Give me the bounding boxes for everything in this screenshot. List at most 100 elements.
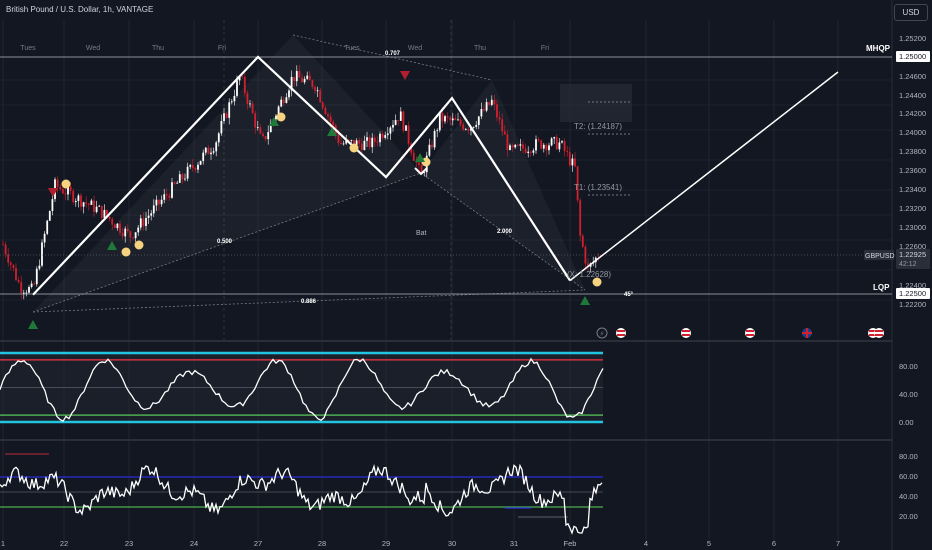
candle-body	[568, 152, 571, 166]
time-tick: 24	[190, 539, 198, 548]
pivot-b-marker	[414, 167, 428, 176]
candle-body	[56, 179, 59, 188]
candle-body	[436, 130, 439, 132]
candle-body	[522, 144, 524, 149]
candle-body	[90, 200, 93, 205]
event-icons[interactable]: ⚡	[596, 327, 884, 339]
price-tick: 1.23200	[899, 204, 926, 213]
candle-body	[467, 128, 470, 131]
lqp-label: LQP	[873, 283, 890, 292]
mhqp-price: 1.25000	[899, 52, 926, 61]
candle-body	[519, 144, 522, 146]
buy-arrow	[415, 153, 425, 162]
candle-body	[420, 165, 423, 174]
candle-body	[306, 75, 309, 79]
candle-body	[30, 283, 33, 287]
price-tick: 1.24200	[899, 109, 926, 118]
candle-body	[204, 147, 207, 153]
candle-body	[558, 142, 561, 150]
time-tick: 5	[707, 539, 711, 548]
candle-body	[236, 80, 238, 96]
pattern-triangle-bcd	[421, 80, 585, 290]
candle-body	[446, 116, 449, 118]
candle-body	[464, 128, 467, 130]
candle-body	[33, 283, 36, 285]
candle-body	[145, 218, 147, 227]
osc1-line[interactable]	[0, 357, 604, 423]
candle-body	[477, 116, 480, 126]
candle-body	[360, 143, 363, 150]
candle-body	[173, 182, 176, 184]
candle-body	[277, 106, 280, 116]
candle-body	[319, 90, 322, 103]
flag-us-icon	[745, 328, 755, 338]
angle-label: 45°	[624, 292, 634, 298]
price-tick: 1.25200	[899, 34, 926, 43]
candle-body	[545, 144, 548, 151]
candle-body	[72, 190, 75, 203]
candle-body	[509, 145, 511, 151]
target-2-label: T2: (1.24187)	[574, 122, 622, 131]
day-label: Fri	[218, 45, 227, 52]
ratio-label-bottom: 0.886	[301, 299, 317, 305]
day-label: Tues	[20, 45, 36, 52]
candle-body	[485, 102, 488, 111]
candle-body	[69, 186, 72, 191]
candle-body	[22, 292, 25, 294]
time-tick: 22	[60, 539, 68, 548]
candle-body	[137, 227, 140, 233]
candle-body	[230, 101, 233, 103]
candle-body	[503, 131, 506, 135]
candlestick-series[interactable]	[2, 64, 600, 300]
sell-arrow	[400, 71, 410, 80]
candle-body	[7, 254, 10, 263]
osc2-levels	[0, 476, 603, 508]
candle-body	[61, 189, 64, 194]
candle-body	[220, 121, 223, 134]
candle-body	[342, 143, 345, 145]
signal-dot	[349, 143, 359, 153]
ratio-label-left: 0.500	[217, 239, 233, 245]
osc1-tick: 40.00	[899, 390, 918, 399]
buy-arrow	[327, 127, 337, 136]
symbol-title[interactable]: British Pound / U.S. Dollar, 1h, VANTAGE	[6, 5, 154, 14]
price-tick: 1.24600	[899, 72, 926, 81]
currency-button[interactable]: USD	[894, 4, 928, 21]
candle-body	[285, 97, 288, 103]
sell-arrow	[48, 188, 58, 197]
target-lines	[588, 101, 630, 196]
osc2-line[interactable]	[0, 463, 603, 535]
candle-body	[80, 195, 82, 207]
candle-body	[358, 140, 361, 144]
candle-body	[373, 137, 376, 142]
candle-body	[488, 102, 491, 105]
candle-body	[363, 140, 366, 150]
candle-body	[233, 95, 236, 102]
candle-body	[438, 112, 441, 131]
candle-body	[535, 139, 537, 151]
target-zone-box	[560, 84, 632, 122]
candle-body	[345, 139, 348, 144]
candle-body	[191, 165, 194, 168]
candle-body	[524, 148, 527, 153]
candle-body	[95, 206, 98, 213]
time-axis[interactable]: 1 22 23 24 27 28 29 30 31 Feb 4 5 6 7	[1, 539, 840, 548]
candle-body	[142, 218, 145, 227]
osc2-tick: 40.00	[899, 492, 918, 501]
target-1-label: T1: (1.23541)	[574, 183, 622, 192]
candle-body	[561, 141, 563, 143]
candle-body	[550, 138, 553, 146]
candle-body	[298, 71, 301, 78]
candle-body	[4, 244, 7, 255]
candle-body	[262, 133, 264, 137]
bat-pattern-line[interactable]	[32, 55, 571, 296]
time-tick: 30	[448, 539, 456, 548]
candle-body	[15, 267, 17, 281]
candle-body	[574, 158, 576, 167]
candle-body	[160, 199, 163, 205]
time-tick: 29	[382, 539, 390, 548]
candle-body	[150, 213, 153, 216]
projection-line[interactable]	[569, 71, 839, 282]
osc2-tick: 60.00	[899, 472, 918, 481]
